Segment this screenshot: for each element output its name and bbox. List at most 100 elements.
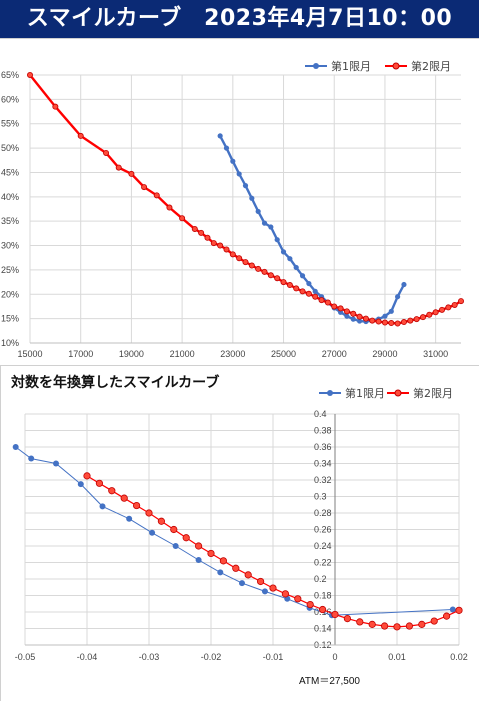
data-point-2 <box>368 620 376 628</box>
data-point-2 <box>369 317 376 324</box>
x-tick-label: 19000 <box>119 349 144 359</box>
data-point-2 <box>267 272 274 279</box>
data-point-2 <box>281 590 289 598</box>
data-point-2 <box>457 298 464 305</box>
data-point-2 <box>318 605 327 614</box>
y-tick-label: 25% <box>1 265 19 275</box>
data-point-2 <box>133 501 141 510</box>
data-point-1 <box>382 313 388 319</box>
data-point-1 <box>261 588 268 595</box>
legend-marker-1 <box>327 390 333 396</box>
data-point-2 <box>426 311 433 318</box>
legend-label-2: 第2限月 <box>413 386 453 400</box>
series-line-2 <box>29 74 462 325</box>
data-point-2 <box>166 204 173 211</box>
x-tick-label: 17000 <box>68 349 93 359</box>
data-point-2 <box>95 479 104 487</box>
data-point-2 <box>418 620 426 628</box>
data-point-2 <box>255 265 262 272</box>
data-point-2 <box>207 549 215 558</box>
data-point-2 <box>179 215 186 222</box>
y-tick-label: 0.34 <box>314 459 332 469</box>
chart-panel-strike: 10% 15% 20% 25% 30% 35% 40% 45% 50% 55% 60% 65% 1500… <box>0 38 479 366</box>
data-point-1 <box>268 224 274 230</box>
data-point-2 <box>242 259 249 266</box>
x-tick-label: 15000 <box>17 349 42 359</box>
y-tick-label: 0.2 <box>314 574 327 584</box>
data-point-2 <box>405 622 413 630</box>
legend-label-1: 第1限月 <box>345 386 385 400</box>
data-point-1 <box>274 237 280 243</box>
data-point-2 <box>108 487 116 495</box>
data-point-2 <box>432 309 439 316</box>
y-tick-label: 30% <box>1 241 19 251</box>
legend-marker-2 <box>394 389 402 397</box>
data-point-1 <box>344 313 350 319</box>
data-point-1 <box>53 460 59 467</box>
data-point-2 <box>442 612 451 620</box>
data-point-2 <box>388 320 395 327</box>
data-point-1 <box>77 481 84 488</box>
data-point-2 <box>343 615 351 623</box>
data-point-2 <box>191 225 198 232</box>
x-tick-label: 23000 <box>220 349 245 359</box>
data-point-2 <box>153 192 160 199</box>
data-point-2 <box>195 542 203 550</box>
data-point-2 <box>248 262 255 269</box>
y-tick-label: 35% <box>1 216 19 226</box>
data-point-1 <box>350 316 356 322</box>
data-point-2 <box>182 534 190 542</box>
data-point-2 <box>393 623 401 631</box>
data-point-2 <box>120 494 128 502</box>
data-point-1 <box>388 308 394 314</box>
data-point-2 <box>286 282 293 289</box>
x-tick-label: 0.02 <box>450 652 468 662</box>
data-point-2 <box>294 595 302 603</box>
data-point-1 <box>261 220 268 226</box>
data-point-2 <box>198 229 205 236</box>
page-title: スマイルカーブ 2023年4月7日10：00 <box>0 0 479 38</box>
x-tick-label: 0 <box>332 652 337 662</box>
series-line-1 <box>219 135 406 323</box>
atm-label: ATM＝27,500 <box>299 676 360 687</box>
data-point-1 <box>195 557 202 564</box>
data-point-2 <box>337 305 344 312</box>
data-point-1 <box>287 256 293 262</box>
data-point-1 <box>395 294 401 300</box>
y-tick-label: 65% <box>1 70 19 80</box>
y-tick-label: 0.36 <box>314 442 332 452</box>
data-point-1 <box>217 133 223 139</box>
legend-label-1: 第1限月 <box>331 59 371 73</box>
data-point-2 <box>236 255 243 262</box>
data-point-2 <box>170 525 178 534</box>
y-tick-label: 55% <box>1 119 19 129</box>
data-point-2 <box>141 184 148 191</box>
y-tick-label: 0.14 <box>314 624 332 634</box>
y-tick-label: 0.3 <box>314 492 327 502</box>
data-point-2 <box>375 318 382 325</box>
y-tick-label: 0.22 <box>314 558 332 568</box>
y-tick-label: 40% <box>1 192 19 202</box>
data-point-2 <box>407 317 414 324</box>
data-point-1 <box>242 183 249 189</box>
chart-panel-log: 対数を年換算したスマイルカーブ 0.120.140.160.180.20.220… <box>0 366 479 701</box>
data-point-1 <box>239 580 245 587</box>
data-point-2 <box>293 285 300 292</box>
data-point-2 <box>394 320 401 327</box>
data-point-2 <box>256 577 265 586</box>
data-point-2 <box>204 234 211 241</box>
data-point-1 <box>249 195 255 201</box>
legend-marker-1 <box>313 63 319 69</box>
data-point-1 <box>293 264 299 271</box>
data-point-2 <box>219 557 227 565</box>
data-point-2 <box>83 472 91 480</box>
data-point-1 <box>312 288 318 294</box>
data-point-2 <box>419 314 426 321</box>
data-point-2 <box>400 319 407 326</box>
x-tick-label: 21000 <box>170 349 195 359</box>
data-point-1 <box>255 208 261 215</box>
data-point-1 <box>149 529 156 536</box>
data-point-1 <box>299 273 306 279</box>
data-point-2 <box>350 310 357 317</box>
data-point-2 <box>331 610 339 619</box>
